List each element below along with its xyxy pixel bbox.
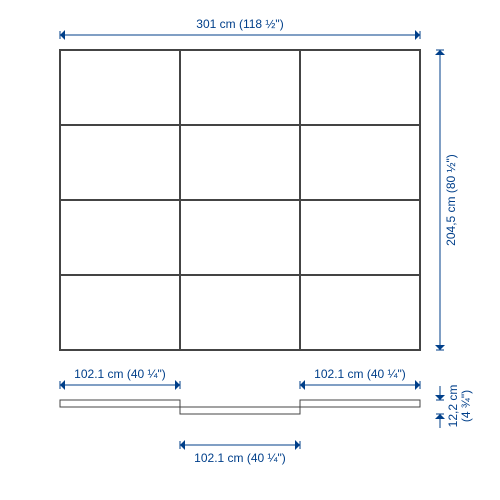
door-panel-0 — [60, 400, 180, 407]
dim-total-height: 204,5 cm (80 ½") — [436, 50, 458, 350]
door-panel-2 — [300, 400, 420, 407]
dim-panel-middle-label: 102.1 cm (40 ¼") — [194, 451, 286, 465]
dim-panel-middle: 102.1 cm (40 ¼") — [180, 441, 300, 465]
dim-total-height-label: 204,5 cm (80 ½") — [444, 154, 458, 246]
dim-panel-right-label: 102.1 cm (40 ¼") — [314, 367, 406, 381]
door-panel-1 — [180, 407, 300, 414]
dim-panel-left-label: 102.1 cm (40 ¼") — [74, 367, 166, 381]
dim-panel-left: 102.1 cm (40 ¼") — [60, 367, 180, 389]
dim-track-depth-label-1: 12,2 cm — [446, 385, 460, 428]
dim-total-width: 301 cm (118 ½") — [60, 17, 420, 39]
sliding-door-plan-view — [60, 400, 420, 414]
dim-total-width-label: 301 cm (118 ½") — [196, 17, 283, 31]
cabinet-front-elevation — [60, 50, 420, 350]
dim-track-depth: 12,2 cm(4 ¾") — [436, 385, 473, 428]
dim-panel-right: 102.1 cm (40 ¼") — [300, 367, 420, 389]
dim-track-depth-label-2: (4 ¾") — [459, 390, 473, 422]
